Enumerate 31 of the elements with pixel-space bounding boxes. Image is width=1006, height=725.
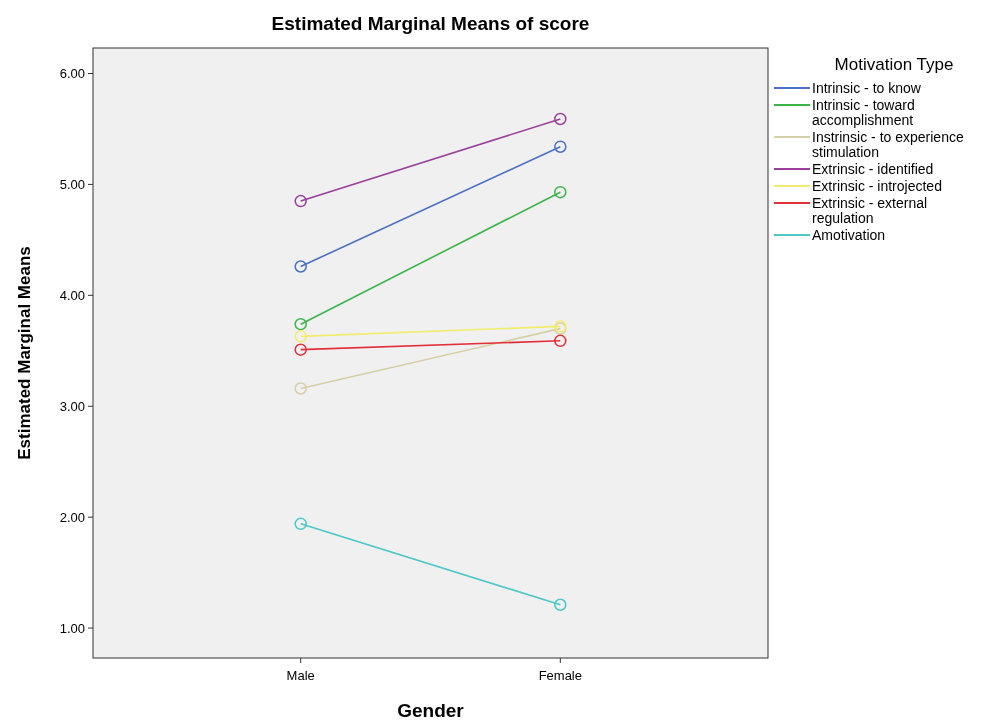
y-axis-title: Estimated Marginal Means	[15, 246, 34, 460]
y-tick-label: 6.00	[59, 66, 85, 82]
legend-label: Amotivation	[812, 226, 886, 243]
legend-label: Extrinsic - introjected	[812, 177, 942, 194]
point	[554, 140, 567, 153]
point	[294, 317, 307, 331]
point	[294, 260, 307, 273]
point	[554, 185, 567, 199]
point	[554, 112, 567, 126]
legend-label: Extrinsic - external regulation	[812, 194, 928, 226]
y-tick-label: 2.00	[59, 509, 85, 525]
chart-title: Estimated Marginal Means of score	[271, 13, 590, 34]
x-tick-label: Male	[286, 668, 315, 683]
legend-label: Extrinsic - identified	[812, 160, 934, 177]
y-tick-label: 3.00	[59, 398, 85, 414]
y-tick-label: 4.00	[59, 287, 85, 303]
y-tick-label: 5.00	[59, 176, 85, 192]
point	[294, 343, 307, 356]
legend-title: Motivation Type	[834, 55, 954, 74]
point	[554, 334, 567, 348]
x-tick-label: Female	[538, 668, 582, 683]
legend-label: Instrinsic - to experience stimulation	[812, 128, 964, 160]
legend-label: Intrinsic - toward accomplishment	[812, 96, 915, 128]
point	[294, 382, 307, 395]
x-axis-title: Gender	[397, 700, 465, 721]
point	[554, 598, 567, 612]
y-tick-label: 1.00	[59, 620, 85, 636]
point	[294, 517, 307, 531]
legend-label: Intrinsic - to know	[812, 79, 922, 96]
point	[294, 330, 307, 343]
point	[294, 194, 307, 208]
